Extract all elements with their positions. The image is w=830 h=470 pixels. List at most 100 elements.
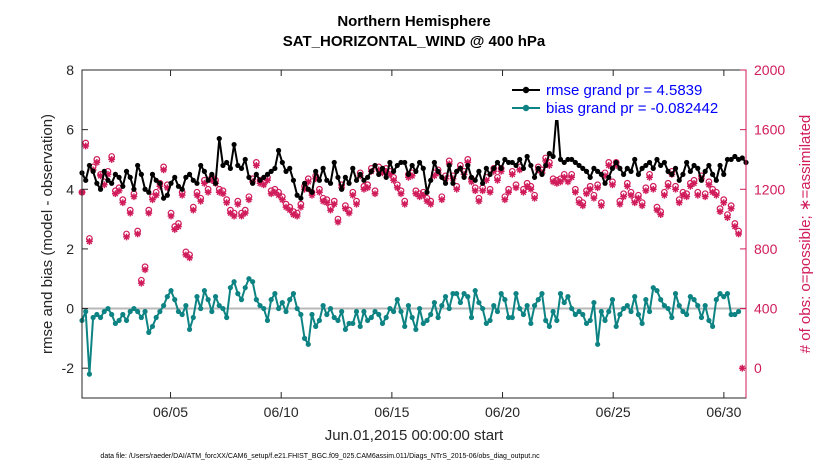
bias-point	[509, 314, 515, 321]
bias-point	[209, 308, 215, 315]
rmse-point	[517, 156, 523, 163]
bias-point	[250, 279, 256, 285]
rmse-point	[97, 186, 104, 192]
obs-assimilated-point	[234, 200, 242, 208]
obs-assimilated-point	[334, 218, 342, 226]
bias-point	[713, 297, 719, 303]
rmse-point	[372, 162, 378, 169]
bias-point	[606, 308, 612, 315]
obs-assimilated-point	[123, 233, 130, 241]
bias-point	[97, 314, 104, 321]
rmse-point	[276, 147, 282, 154]
obs-assimilated-point	[612, 162, 620, 169]
obs-assimilated-point	[605, 162, 613, 169]
obs-assimilated-point	[197, 197, 205, 205]
rmse-point	[691, 162, 697, 169]
rmse-point	[528, 162, 534, 169]
obs-assimilated-point	[508, 170, 516, 178]
rmse-point	[320, 165, 326, 171]
bias-point	[246, 276, 252, 282]
rmse-point	[301, 180, 308, 186]
bias-point	[483, 320, 489, 327]
rmse-point	[257, 177, 263, 183]
bias-point	[331, 314, 337, 321]
bias-point	[268, 297, 274, 303]
obs-assimilated-point	[119, 199, 127, 207]
rmse-point	[123, 168, 130, 174]
rmse-point	[672, 165, 679, 171]
right-axis-label: # of obs: o=possible; ∗=assimilated	[797, 115, 814, 354]
rmse-point	[646, 159, 653, 166]
obs-assimilated-point	[137, 279, 145, 287]
obs-assimilated-point	[405, 173, 412, 181]
obs-assimilated-point	[724, 214, 731, 221]
rmse-point	[138, 171, 144, 177]
bias-point	[557, 291, 564, 297]
rmse-point	[376, 171, 382, 177]
bias-point	[543, 317, 549, 324]
y2-tick-label: 1200	[754, 181, 785, 197]
obs-assimilated-point	[716, 208, 724, 216]
obs-assimilated-point	[286, 206, 294, 214]
obs-assimilated-point	[264, 176, 271, 184]
rmse-point	[457, 165, 463, 171]
obs-assimilated-point	[208, 176, 216, 184]
obs-assimilated-point	[282, 203, 290, 211]
rmse-point	[261, 174, 267, 180]
y-tick-label: 6	[66, 122, 74, 138]
rmse-point	[710, 171, 716, 177]
bias-point	[569, 305, 575, 312]
data-file-footnote: data file: /Users/raeder/DAI/ATM_forcXX/…	[100, 453, 540, 460]
bias-point	[698, 314, 705, 321]
bias-point	[468, 314, 475, 321]
axes-ticks: 06/05 06/10 06/15 06/20 06/25 06/30 -2 0 2 4 6 8 0 40…	[62, 62, 786, 420]
legend-rmse-marker	[522, 86, 530, 94]
obs-assimilated-point	[720, 199, 728, 207]
bias-point	[376, 311, 382, 318]
bias-point	[724, 291, 731, 297]
rmse-point	[350, 165, 356, 171]
obs-assimilated-point	[631, 199, 639, 207]
y-tick-label: 4	[66, 181, 74, 197]
rmse-point	[580, 165, 586, 171]
bias-point	[161, 302, 167, 309]
rmse-point	[713, 177, 719, 183]
y2-tick-label: 800	[754, 241, 778, 257]
bias-point	[431, 299, 438, 306]
obs-assimilated-point	[694, 191, 702, 199]
obs-assimilated-point	[108, 156, 116, 163]
rmse-point	[409, 162, 415, 169]
rmse-point	[413, 168, 419, 174]
bias-point	[572, 311, 578, 318]
bias-point	[602, 317, 608, 324]
obs-assimilated-point	[679, 191, 687, 199]
obs-assimilated-point	[520, 188, 527, 196]
rmse-point	[431, 159, 438, 166]
x-tick-label: 06/15	[374, 404, 409, 420]
bias-point	[639, 320, 645, 327]
rmse-point	[587, 174, 593, 180]
rmse-point	[728, 156, 734, 163]
obs-assimilated-point	[416, 193, 423, 201]
obs-assimilated-point	[468, 178, 475, 186]
bias-point	[101, 308, 107, 315]
bias-point	[242, 285, 248, 291]
rmse-point	[235, 162, 241, 169]
rmse-point	[94, 180, 100, 186]
bias-point	[231, 279, 237, 285]
bias-point	[327, 305, 334, 312]
rmse-point	[309, 189, 315, 195]
bias-point	[684, 311, 690, 318]
obs-assimilated-point	[586, 185, 594, 193]
obs-assimilated-point	[731, 223, 739, 230]
rmse-point	[698, 177, 705, 183]
rmse-point	[442, 180, 449, 186]
bias-point	[669, 314, 675, 321]
rmse-point	[101, 168, 107, 174]
rmse-series	[79, 109, 749, 201]
bias-point	[717, 291, 723, 297]
bias-point	[83, 308, 89, 315]
obs-assimilated-point	[104, 170, 112, 178]
bias-point	[513, 291, 519, 297]
rmse-point	[539, 171, 545, 177]
